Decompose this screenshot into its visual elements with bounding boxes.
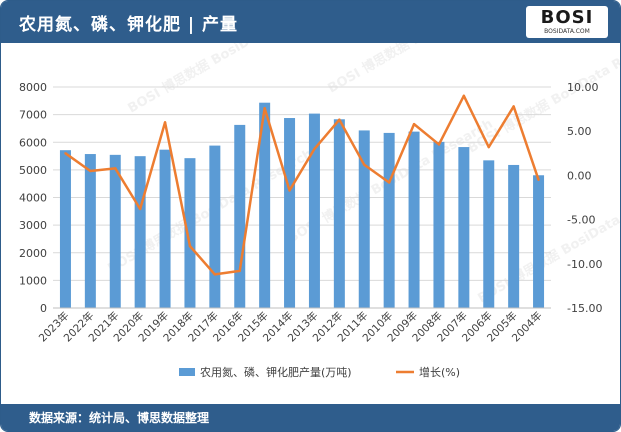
bar-2012年 bbox=[333, 119, 345, 309]
growth-line bbox=[64, 94, 540, 276]
title-bar: 农用氮、磷、钾化肥 | 产量 BOSI BOSIDATA.COM bbox=[1, 1, 620, 43]
bar-2015年 bbox=[259, 102, 271, 308]
bar-2014年 bbox=[284, 118, 296, 308]
legend-line-label: 增长(%) bbox=[419, 365, 460, 379]
y-right-tick-label: 5.00 bbox=[567, 125, 592, 138]
y-right-tick-label: 10.00 bbox=[567, 81, 599, 94]
y-left-tick-label: 4000 bbox=[19, 192, 47, 205]
bar-2005年 bbox=[508, 164, 520, 308]
growth-point-2014年 bbox=[288, 189, 291, 192]
growth-point-2015年 bbox=[263, 107, 266, 110]
y-left-tick-label: 0 bbox=[40, 302, 47, 315]
bar-2018年 bbox=[184, 158, 196, 308]
growth-point-2010年 bbox=[387, 181, 391, 184]
growth-point-2018年 bbox=[188, 244, 192, 248]
bar-2016年 bbox=[234, 124, 246, 309]
growth-point-2006年 bbox=[487, 145, 490, 149]
bar-2010年 bbox=[383, 132, 395, 308]
growth-point-2007年 bbox=[462, 94, 466, 98]
bar-2011年 bbox=[358, 130, 370, 308]
y-left-tick-label: 7000 bbox=[19, 109, 47, 122]
growth-point-2016年 bbox=[238, 269, 241, 273]
growth-point-2021年 bbox=[114, 167, 117, 170]
watermark-2: BOSI 博思数据 BosiData Research bbox=[465, 43, 620, 156]
bar-2020年 bbox=[134, 156, 146, 308]
y-left-tick-label: 6000 bbox=[19, 136, 47, 149]
growth-point-2011年 bbox=[363, 163, 366, 166]
watermark-1: BOSI 博思数据 BosiData Research bbox=[325, 43, 536, 96]
y-left-tick-label: 3000 bbox=[19, 219, 47, 232]
growth-point-2004年 bbox=[537, 178, 540, 182]
bar-2021年 bbox=[109, 154, 121, 308]
bar-2023年 bbox=[59, 150, 71, 308]
bar-2004年 bbox=[533, 175, 545, 308]
y-right-tick-label: -5.00 bbox=[567, 214, 595, 227]
growth-point-2023年 bbox=[64, 152, 67, 155]
footer-bar: 数据来源：统计局、博思数据整理 bbox=[1, 404, 620, 431]
growth-point-2017年 bbox=[213, 273, 217, 276]
logo-text: BOSI bbox=[540, 7, 594, 28]
y-right-tick-label: -10.00 bbox=[567, 258, 602, 271]
growth-point-2012年 bbox=[338, 118, 341, 121]
bar-2007年 bbox=[458, 147, 470, 308]
bosi-logo: BOSI BOSIDATA.COM bbox=[526, 6, 608, 38]
y-right-tick-label: 0.00 bbox=[567, 169, 592, 182]
legend-bar-swatch bbox=[179, 368, 195, 376]
growth-point-2013年 bbox=[313, 147, 316, 151]
growth-point-2019年 bbox=[163, 121, 167, 124]
growth-point-2020年 bbox=[138, 207, 142, 211]
bar-2022年 bbox=[84, 154, 96, 308]
growth-point-2009年 bbox=[412, 122, 416, 126]
watermark-0: BOSI 博思数据 BosiData Research bbox=[125, 43, 336, 116]
bar-2006年 bbox=[483, 160, 495, 308]
watermark-5: BOSI 博思数据 BosiData Research bbox=[475, 176, 620, 307]
bar-2008年 bbox=[433, 141, 445, 308]
bar-2019年 bbox=[159, 149, 171, 308]
growth-point-2005年 bbox=[512, 105, 515, 108]
y-left-tick-label: 5000 bbox=[19, 164, 47, 177]
chart-title: 农用氮、磷、钾化肥 | 产量 bbox=[19, 15, 239, 35]
growth-point-2022年 bbox=[89, 169, 92, 173]
growth-point-2008年 bbox=[437, 143, 441, 146]
legend-bar-label: 农用氮、磷、钾化肥产量(万吨) bbox=[200, 365, 352, 379]
y-left-tick-label: 2000 bbox=[19, 247, 47, 260]
logo-url: BOSIDATA.COM bbox=[544, 28, 590, 35]
y-left-tick-label: 8000 bbox=[19, 81, 47, 94]
bar-2017年 bbox=[209, 145, 221, 308]
data-source: 数据来源：统计局、博思数据整理 bbox=[29, 411, 210, 425]
y-left-tick-label: 1000 bbox=[19, 274, 47, 287]
bar-2013年 bbox=[308, 113, 320, 308]
bar-2009年 bbox=[408, 131, 420, 308]
y-right-tick-label: -15.00 bbox=[567, 302, 602, 315]
